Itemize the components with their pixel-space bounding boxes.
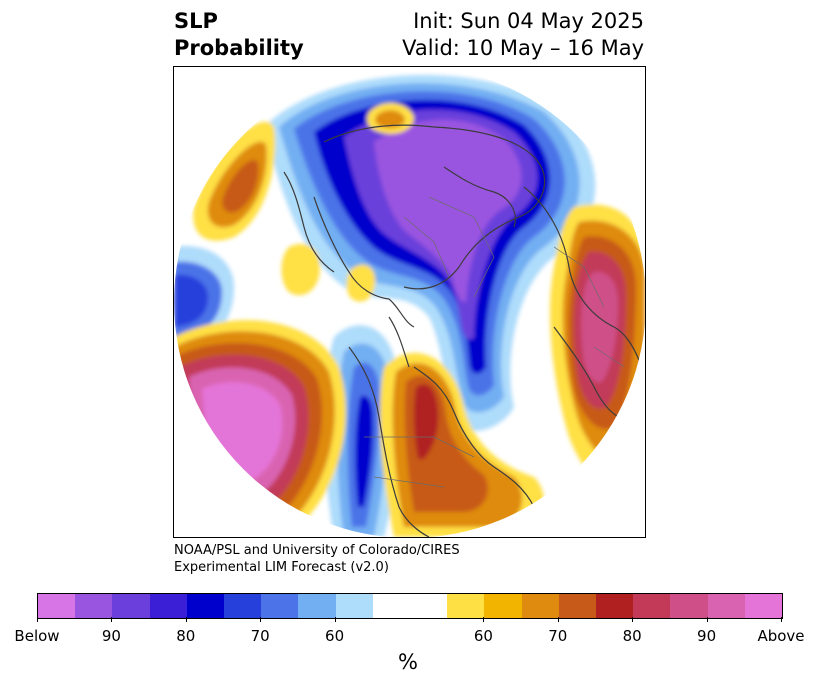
colorbar-above-segment [484,594,522,618]
colorbar-tick-label: 60 [325,627,345,645]
coastlines [283,124,645,537]
colorbar-above-segment [633,594,671,618]
credit-line-2: Experimental LIM Forecast (v2.0) [174,560,389,575]
colorbar-tick [111,617,113,622]
title-left: SLP Probability [174,8,304,62]
colorbar-above-segment [670,594,708,618]
colorbar-tick [334,617,336,622]
colorbar-below-segment [335,594,373,618]
colorbar-tick [781,617,782,622]
colorbar-below-segment [186,594,225,618]
colorbar-above-segment [521,594,559,618]
credit-line-1: NOAA/PSL and University of Colorado/CIRE… [174,543,460,558]
borders [364,196,625,488]
colorbar [37,593,783,619]
probability-field [174,67,645,537]
colorbar-tick [706,617,708,622]
title-right: Init: Sun 04 May 2025 Valid: 10 May – 16… [402,8,644,62]
colorbar-tick-label: 70 [250,627,270,645]
colorbar-tick-label: Above [757,627,805,645]
map-frame [173,66,646,538]
colorbar-below-segment [261,594,299,618]
colorbar-below-segment [38,594,76,618]
colorbar-tick [260,617,262,622]
colorbar-tick-label: 80 [622,627,642,645]
colorbar-tick-label: 70 [548,627,568,645]
colorbar-tick [483,617,485,622]
valid-range: Valid: 10 May – 16 May [402,36,644,60]
colorbar-above-segment [744,594,783,618]
init-date: Init: Sun 04 May 2025 [413,9,644,33]
colorbar-above-segment [707,594,745,618]
colorbar-tick [37,617,38,622]
colorbar-below-segment [75,594,113,618]
colorbar-tick [557,617,559,622]
colorbar-neutral-segment [372,594,448,618]
colorbar-above-segment [447,594,485,618]
title-variable: SLP [174,9,218,33]
colorbar-unit: % [398,650,418,674]
colorbar-tick-label: 90 [101,627,121,645]
title-measure: Probability [174,36,304,60]
probability-map [174,67,645,537]
credit: NOAA/PSL and University of Colorado/CIRE… [174,542,460,576]
colorbar-below-segment [298,594,336,618]
colorbar-tick-label: 80 [176,627,196,645]
colorbar-below-segment [224,594,262,618]
colorbar-tick-label: 60 [473,627,493,645]
colorbar-below-segment [149,594,187,618]
colorbar-above-segment [596,594,634,618]
colorbar-tick [632,617,634,622]
colorbar-tick [185,617,187,622]
colorbar-tick-label: Below [14,627,60,645]
colorbar-above-segment [558,594,597,618]
colorbar-below-segment [112,594,150,618]
colorbar-tick-label: 90 [697,627,717,645]
